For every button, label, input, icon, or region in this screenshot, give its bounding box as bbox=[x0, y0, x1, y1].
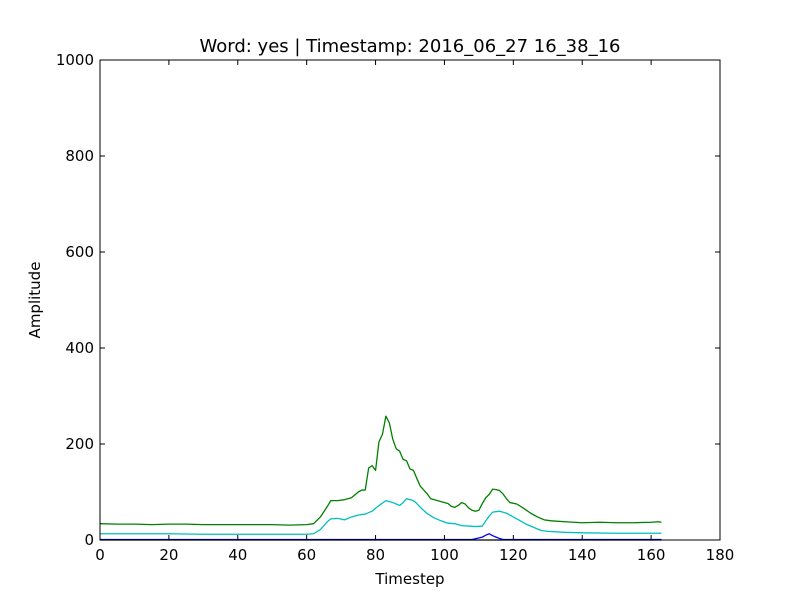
series-line-3 bbox=[100, 533, 662, 541]
y-tick-label: 800 bbox=[65, 147, 94, 165]
x-tick-label: 100 bbox=[430, 546, 459, 564]
series-line-2 bbox=[100, 498, 662, 535]
y-axis-label: Amplitude bbox=[26, 262, 44, 339]
x-tick-label: 60 bbox=[297, 546, 316, 564]
x-tick-label: 160 bbox=[637, 546, 666, 564]
x-tick-label: 120 bbox=[499, 546, 528, 564]
x-axis-label: Timestep bbox=[374, 570, 444, 588]
x-tick-label: 0 bbox=[95, 546, 105, 564]
x-tick-label: 80 bbox=[366, 546, 385, 564]
y-tick-label: 1000 bbox=[56, 51, 94, 69]
x-tick-label: 40 bbox=[228, 546, 247, 564]
plot-area bbox=[99, 415, 662, 541]
y-tick-label: 0 bbox=[84, 531, 94, 549]
y-tick-label: 400 bbox=[65, 339, 94, 357]
axes-frame bbox=[99, 59, 721, 541]
axis-ticks: 0 20 40 60 80 100 120 140 160 180 0 200 400 600 800 100… bbox=[56, 51, 735, 564]
y-tick-label: 600 bbox=[65, 243, 94, 261]
chart-title: Word: yes | Timestamp: 2016_06_27 16_38_… bbox=[200, 36, 621, 57]
x-tick-label: 20 bbox=[159, 546, 178, 564]
x-tick-label: 140 bbox=[568, 546, 597, 564]
series-line-1 bbox=[99, 415, 662, 526]
x-tick-label: 180 bbox=[706, 546, 735, 564]
y-tick-label: 200 bbox=[65, 435, 94, 453]
